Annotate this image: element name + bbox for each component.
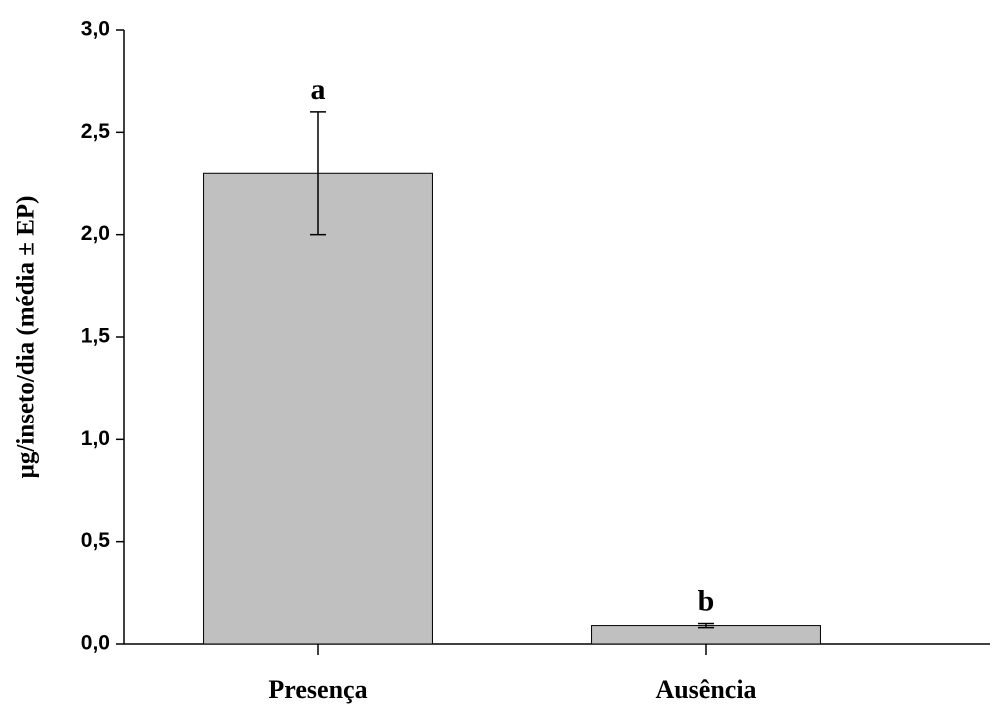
annotation: a	[311, 73, 326, 106]
y-tick-label: 0,5	[81, 529, 111, 552]
y-tick-label: 2,5	[81, 120, 111, 143]
y-tick-label: 1,0	[81, 427, 110, 450]
y-axis-label: µg/inseto/dia (média ± EP)	[13, 196, 40, 479]
y-tick-label: 0,0	[81, 632, 110, 655]
x-tick-label: Ausência	[655, 675, 756, 704]
annotation: b	[698, 584, 715, 617]
y-tick-label: 3,0	[81, 18, 110, 41]
y-tick-label: 2,0	[81, 222, 110, 245]
y-tick-label: 1,5	[81, 325, 111, 348]
bar	[203, 172, 433, 645]
x-tick-label: Presença	[268, 675, 367, 704]
